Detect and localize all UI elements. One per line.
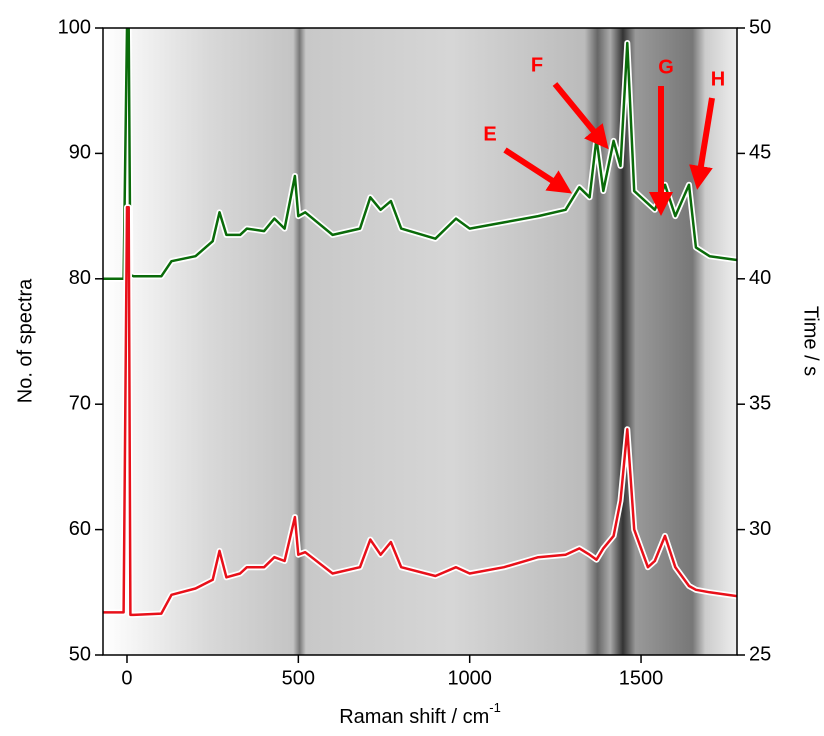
x-axis-label: Raman shift / cm-1 xyxy=(339,700,501,728)
x-tick-label: 1000 xyxy=(447,667,492,689)
x-tick-label: 500 xyxy=(282,667,315,689)
y2-tick-label: 25 xyxy=(749,643,771,665)
line xyxy=(103,206,737,617)
y2-tick-label: 45 xyxy=(749,142,771,164)
y-tick-label: 100 xyxy=(58,16,91,38)
y-tick-label: 60 xyxy=(69,518,91,540)
line xyxy=(103,28,737,281)
y-tick-label: 80 xyxy=(69,267,91,289)
heatmap-background xyxy=(103,28,737,655)
y2-axis-label: Time / s xyxy=(800,306,822,376)
annotation: F xyxy=(531,54,543,76)
annotation: G xyxy=(658,56,674,78)
annotation-arrow xyxy=(689,97,715,190)
y-tick-label: 70 xyxy=(69,392,91,414)
y-axis-label: No. of spectra xyxy=(14,278,36,403)
x-tick-label: 1500 xyxy=(619,667,664,689)
y-tick-label: 90 xyxy=(69,142,91,164)
y-tick-label: 50 xyxy=(69,643,91,665)
spectra xyxy=(103,28,737,618)
x-tick-label: 0 xyxy=(121,667,132,689)
y2-tick-label: 50 xyxy=(749,16,771,38)
annotation-arrow xyxy=(503,147,573,194)
annotation: H xyxy=(711,68,725,90)
y2-tick-label: 35 xyxy=(749,392,771,414)
annotation-arrow xyxy=(552,82,609,150)
y2-tick-label: 40 xyxy=(749,267,771,289)
annotation: E xyxy=(483,123,496,145)
x-axis-label-text: Raman shift / cm xyxy=(339,706,489,728)
x-axis-label-superscript: -1 xyxy=(489,700,501,715)
plot-frame xyxy=(102,27,738,656)
y2-tick-label: 30 xyxy=(749,518,771,540)
